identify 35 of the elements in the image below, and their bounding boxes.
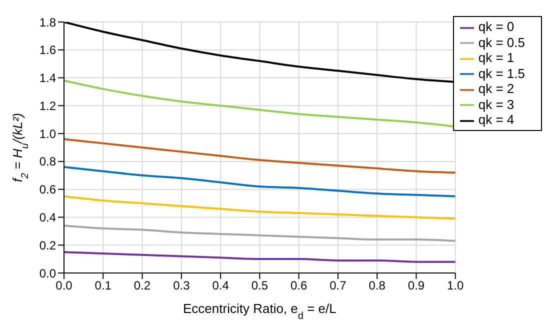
y-tick-label: 0.2 — [39, 238, 56, 252]
legend-label: qk = 3 — [478, 96, 514, 112]
line-series — [64, 251, 456, 263]
legend-label: qk = 4 — [478, 112, 514, 128]
line-series — [64, 195, 456, 220]
x-tick-label: 0.1 — [94, 278, 112, 293]
y-tick-label: 1.8 — [39, 15, 56, 30]
y-tick-label: 1.4 — [39, 71, 56, 86]
y-tick-label: 0.8 — [39, 154, 56, 169]
y-tick-label: 1.6 — [39, 43, 56, 58]
x-tick-label: 0.5 — [251, 278, 268, 293]
x-tick-label: 0.7 — [330, 278, 347, 293]
y-tick-label: 1.0 — [39, 126, 56, 141]
line-series — [64, 224, 456, 242]
legend-label: qk = 0.5 — [478, 34, 525, 50]
legend-label: qk = 2 — [478, 81, 514, 96]
legend-label: qk = 1 — [478, 50, 514, 66]
y-tick-label: 0.6 — [39, 182, 56, 197]
line-series — [64, 138, 456, 174]
legend-label: qk = 0 — [478, 19, 514, 34]
x-axis-title: Eccentricity Ratio, e$_{d}$ = e/L — [183, 301, 336, 322]
y-tick-label: 0.0 — [39, 266, 56, 280]
line-series — [64, 166, 456, 198]
x-tick-label: 0.0 — [56, 278, 73, 293]
line-series — [64, 80, 456, 128]
x-tick-label: 0.3 — [173, 278, 190, 293]
x-tick-label: 0.9 — [408, 278, 425, 293]
legend-label: qk = 1.5 — [478, 66, 525, 81]
x-tick-label: 0.6 — [290, 278, 308, 293]
x-tick-label: 1.0 — [447, 278, 464, 293]
y-tick-label: 1.2 — [39, 98, 56, 113]
y-tick-label: 0.4 — [39, 210, 56, 224]
x-tick-label: 0.8 — [368, 278, 386, 293]
x-tick-label: 0.4 — [212, 278, 230, 293]
x-tick-label: 0.2 — [134, 278, 151, 293]
